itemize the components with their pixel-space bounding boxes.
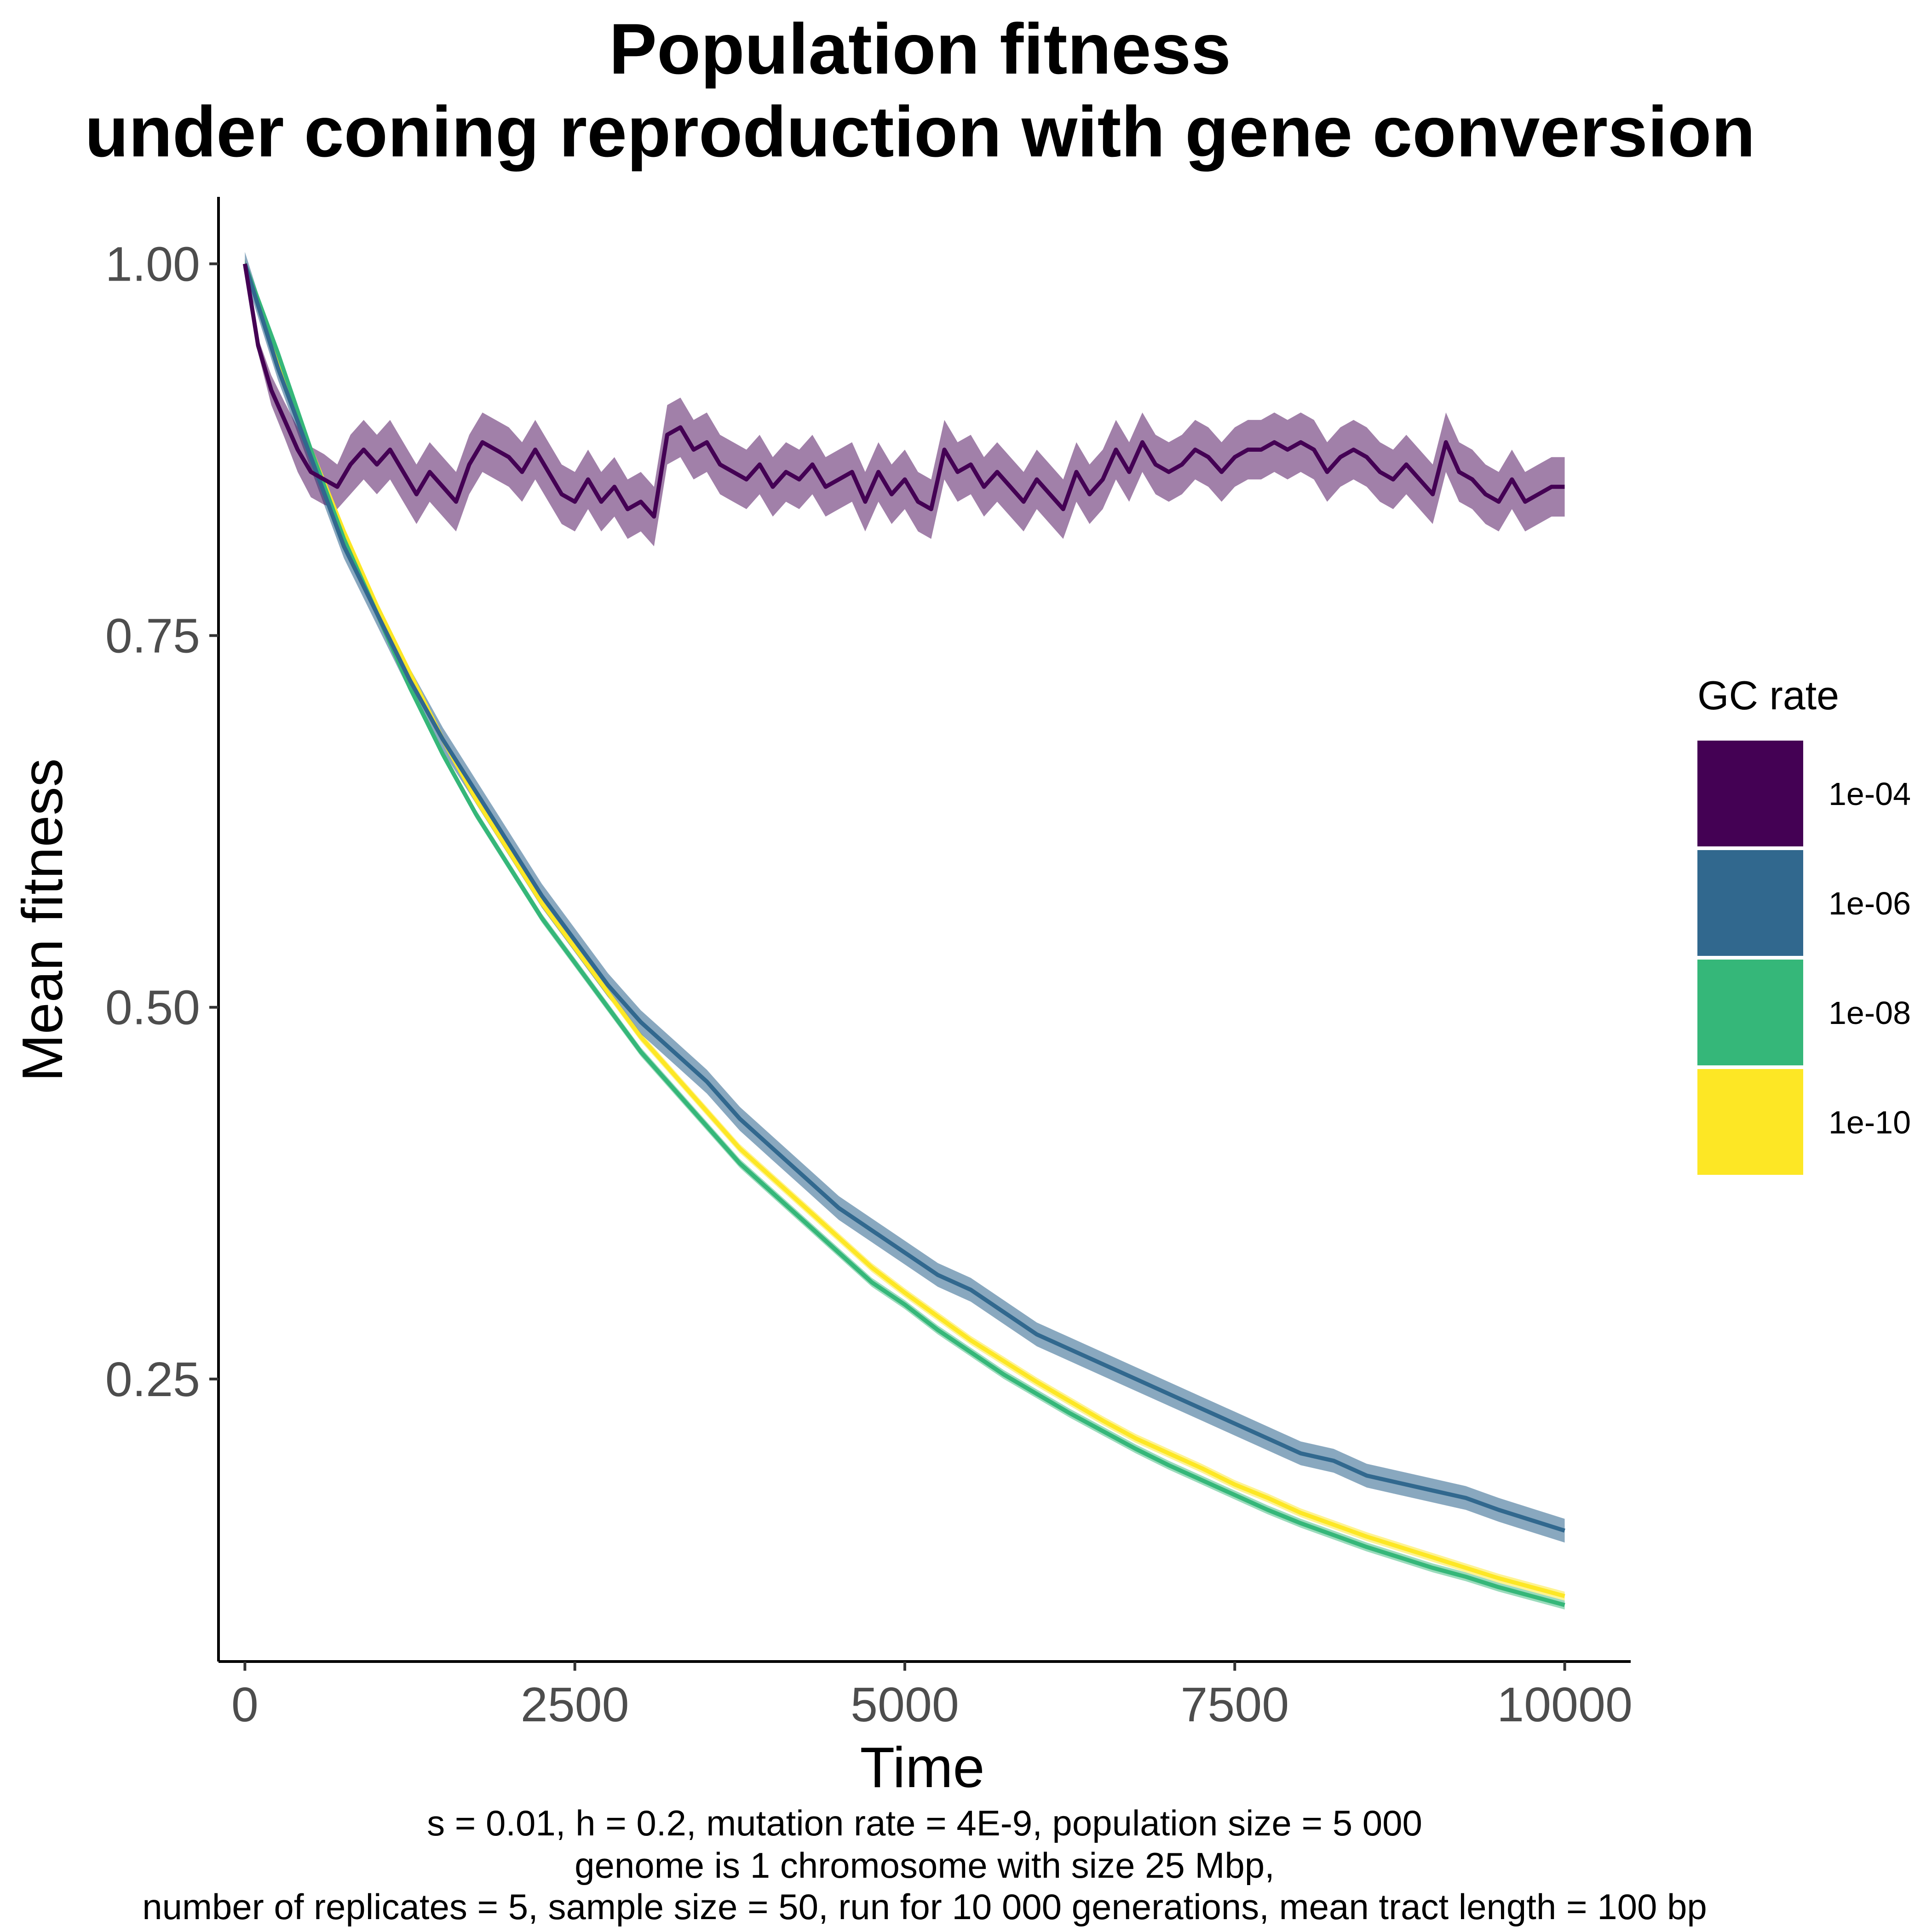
plot-area (242, 252, 1565, 1610)
legend-label: 1e-06 (1828, 886, 1911, 921)
axes: 0.25 0.50 0.75 1.00 0 2500 5000 7500 10000 (105, 197, 1633, 1732)
x-tick-label: 5000 (851, 1678, 959, 1732)
series-line-1e-04 (242, 263, 1565, 519)
y-tick-label: 1.00 (105, 237, 200, 291)
x-axis-title: Time (860, 1736, 985, 1800)
x-tick-label: 7500 (1180, 1678, 1289, 1732)
x-tick-label: 2500 (521, 1678, 629, 1732)
series-band-1e-04 (245, 264, 1565, 546)
series-line-1e-06 (243, 263, 1565, 1533)
series-line-1e-10 (243, 263, 1565, 1598)
chart-title-line-2: under coning reproduction with gene conv… (85, 92, 1755, 172)
legend-key-1e-08 (1697, 960, 1803, 1065)
y-tick-label: 0.50 (105, 981, 200, 1035)
legend-key-1e-06 (1697, 850, 1803, 956)
y-axis-title: Mean fitness (11, 758, 75, 1081)
x-tick-label: 0 (231, 1678, 259, 1732)
caption-line-1: s = 0.01, h = 0.2, mutation rate = 4E-9,… (427, 1803, 1422, 1843)
x-tick-label: 10000 (1497, 1678, 1633, 1732)
legend-label: 1e-10 (1828, 1104, 1911, 1140)
legend-key-1e-10 (1697, 1069, 1803, 1175)
caption-line-3: number of replicates = 5, sample size = … (142, 1886, 1707, 1927)
caption-line-2: genome is 1 chromosome with size 25 Mbp, (575, 1845, 1275, 1886)
series-line-1e-08 (243, 263, 1565, 1607)
y-tick-label: 0.25 (105, 1352, 200, 1407)
legend: GC rate 1e-04 1e-06 1e-08 1e-10 (1697, 673, 1911, 1175)
legend-label: 1e-08 (1828, 995, 1911, 1031)
chart-title-line-1: Population fitness (609, 9, 1231, 89)
y-tick-label: 0.75 (105, 609, 200, 663)
legend-label: 1e-04 (1828, 776, 1911, 812)
legend-title: GC rate (1697, 673, 1839, 718)
legend-key-1e-04 (1697, 741, 1803, 846)
